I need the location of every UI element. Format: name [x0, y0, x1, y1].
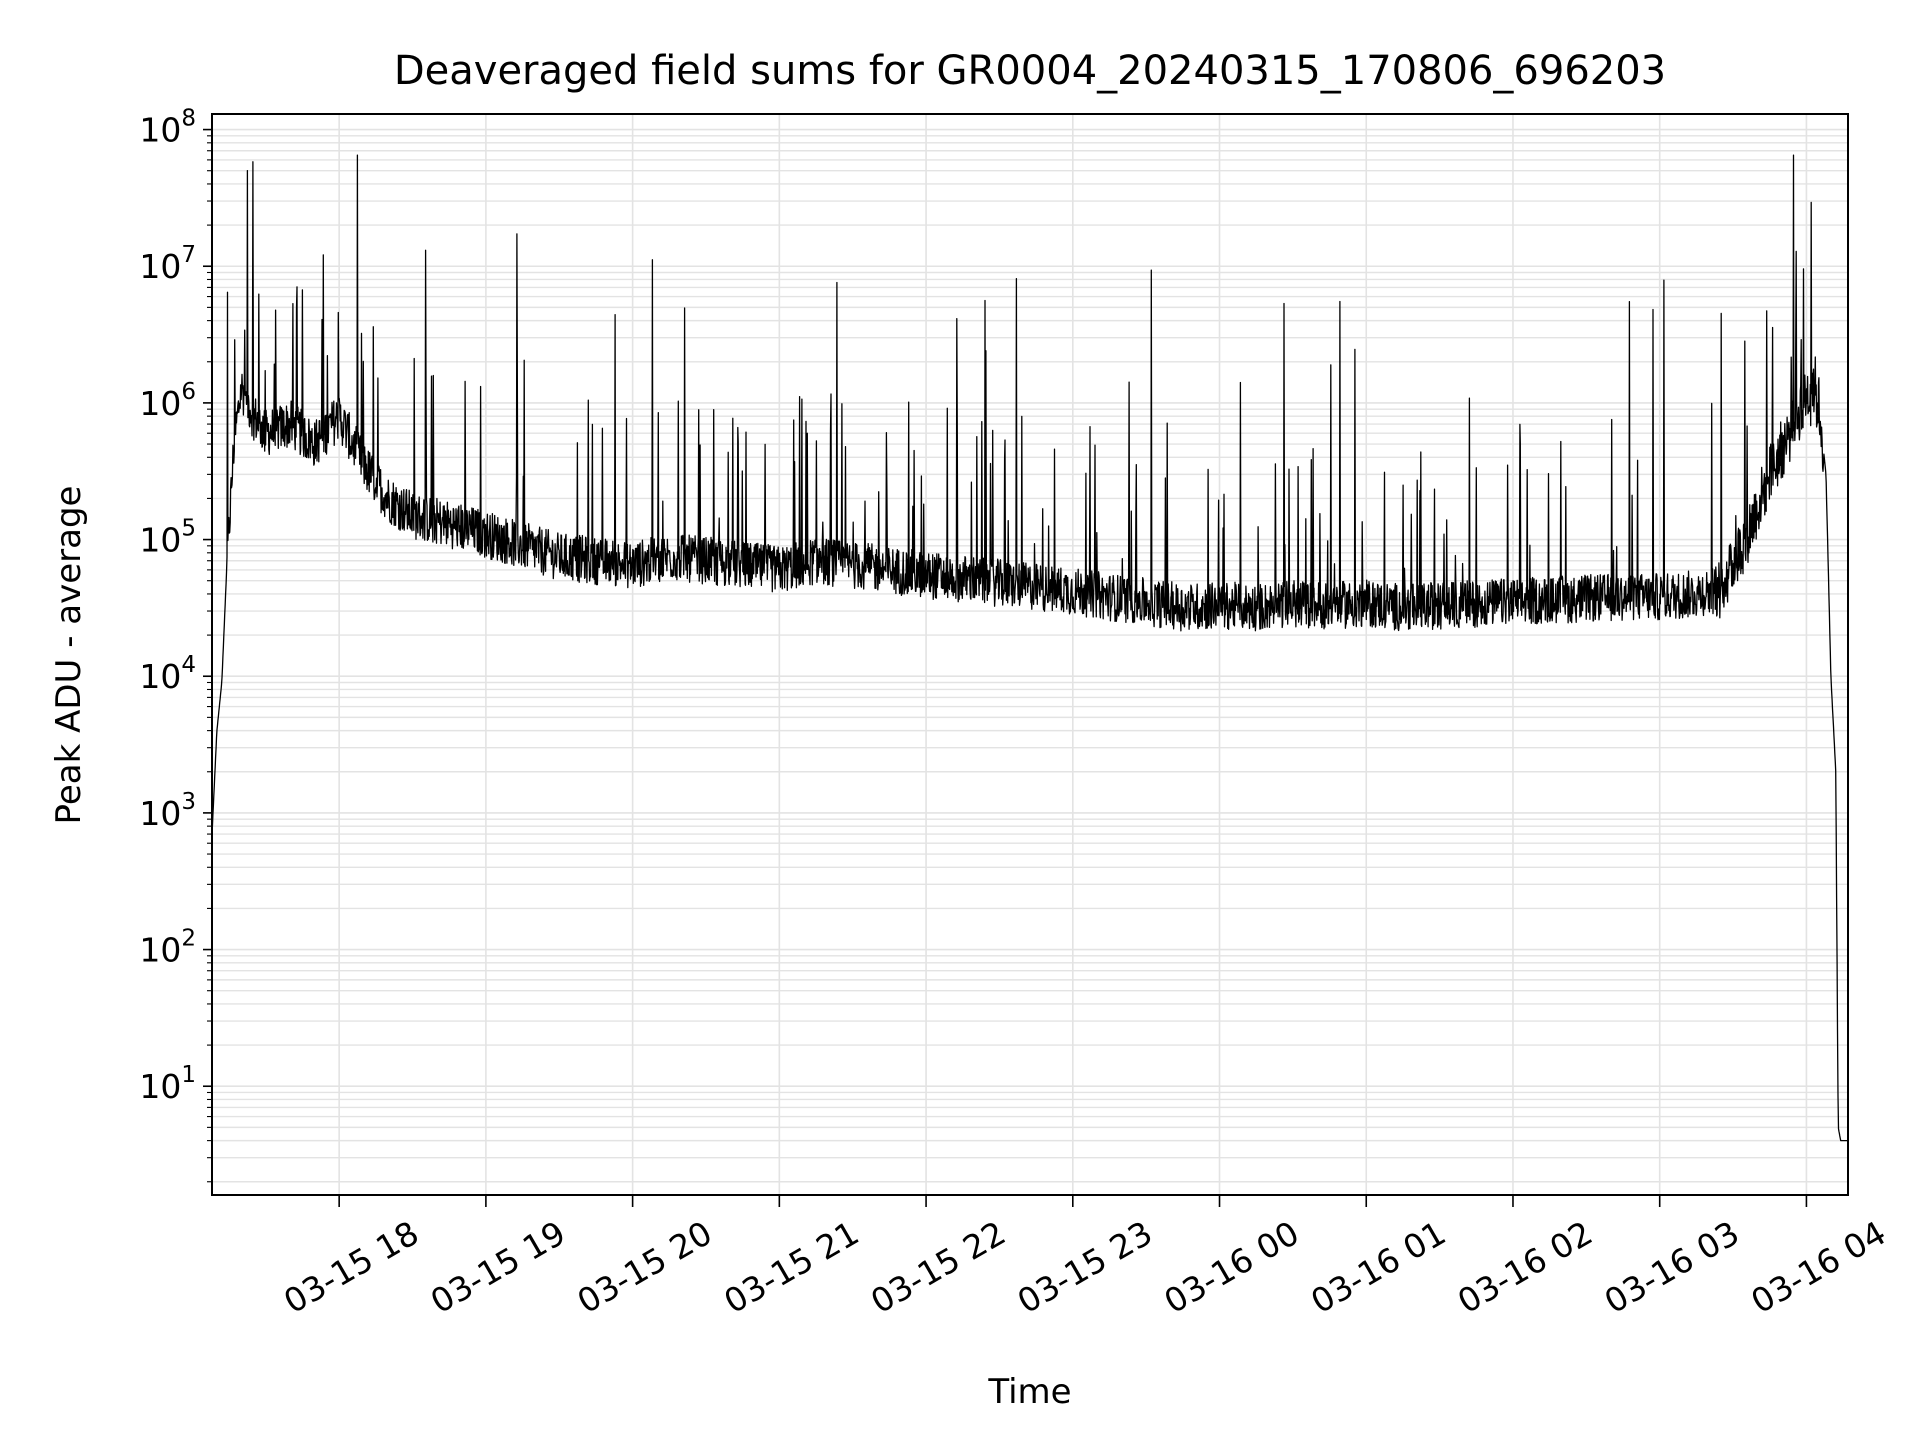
plot-area [211, 154, 1849, 1142]
axes [203, 113, 1849, 1207]
series-line [211, 154, 1849, 1142]
y-tick-label: 107 [139, 242, 196, 286]
plot-frame [211, 113, 1849, 1196]
y-tick-label: 102 [139, 926, 196, 970]
y-tick-label: 106 [139, 379, 196, 423]
y-tick-label: 104 [139, 652, 196, 696]
x-axis-label: Time [987, 1372, 1071, 1412]
y-tick-label: 103 [139, 789, 196, 833]
y-axis-ticks: 101 102 103 104 105 106 107 108 [139, 106, 196, 1107]
y-tick-label: 105 [139, 516, 196, 560]
y-axis-label: Peak ADU - average [49, 486, 89, 825]
y-tick-label: 101 [139, 1062, 196, 1106]
chart-title: Deaveraged field sums for GR0004_2024031… [394, 48, 1666, 94]
y-tick-label: 108 [139, 106, 196, 150]
